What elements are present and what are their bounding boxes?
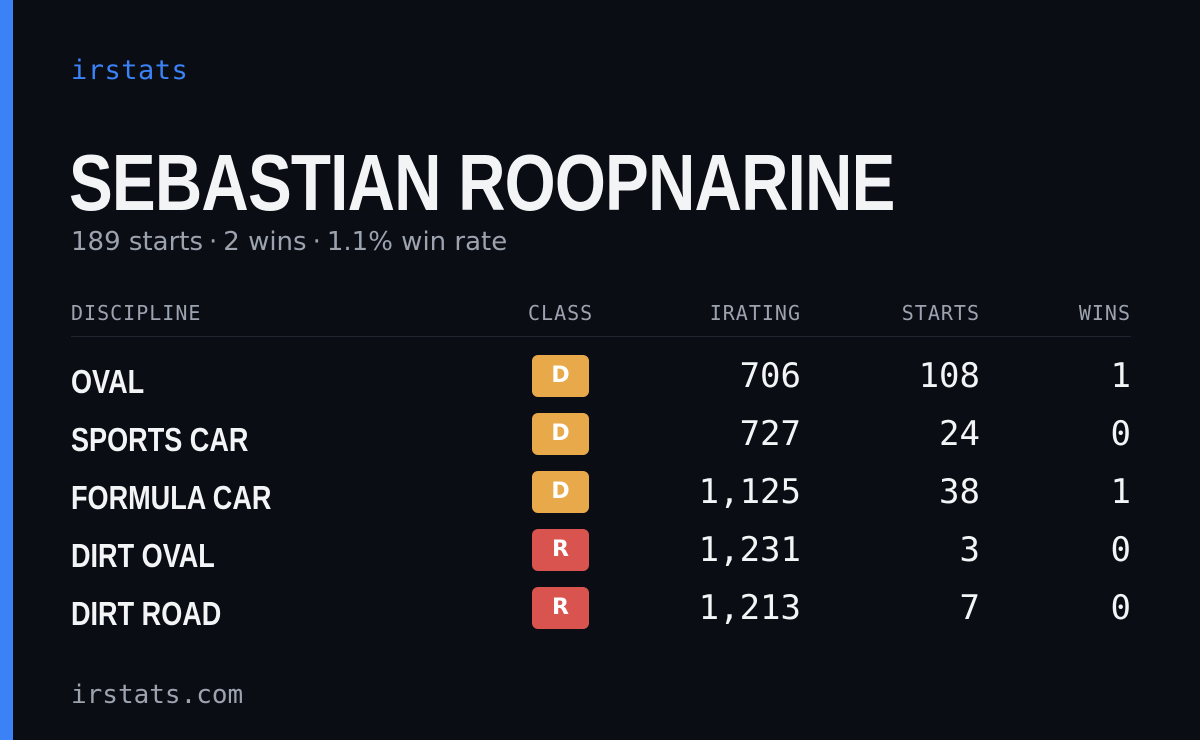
starts-value: 108 — [918, 356, 980, 396]
starts-summary: 189 starts — [71, 227, 203, 257]
class-badge: D — [532, 471, 589, 513]
class-badge: D — [532, 355, 589, 397]
discipline-name: SPORTS CAR — [71, 421, 249, 458]
table-row: DIRT OVAL R 1,231 3 0 — [71, 527, 1131, 585]
player-summary: 189 starts · 2 wins · 1.1% win rate — [71, 227, 507, 257]
table-header: DISCIPLINE CLASS IRATING STARTS WINS — [71, 296, 1131, 337]
wins-value: 1 — [1110, 472, 1131, 512]
separator-dot: · — [312, 227, 321, 257]
starts-value: 24 — [939, 414, 980, 454]
discipline-name: DIRT OVAL — [71, 537, 215, 574]
irating-value: 1,125 — [698, 472, 801, 512]
win-rate-summary: 1.1% win rate — [326, 227, 508, 257]
table-row: OVAL D 706 108 1 — [71, 353, 1131, 411]
player-name: SEBASTIAN ROOPNARINE — [69, 138, 895, 227]
discipline-name: DIRT ROAD — [71, 595, 222, 632]
table-row: DIRT ROAD R 1,213 7 0 — [71, 585, 1131, 643]
table-body: OVAL D 706 108 1 SPORTS CAR D 727 24 0 F… — [71, 353, 1131, 643]
brand-logo: irstats — [71, 55, 189, 86]
irating-value: 706 — [739, 356, 801, 396]
class-badge: D — [532, 413, 589, 455]
table-row: FORMULA CAR D 1,125 38 1 — [71, 469, 1131, 527]
header-discipline: DISCIPLINE — [71, 301, 202, 325]
separator-dot: · — [209, 227, 218, 257]
table-row: SPORTS CAR D 727 24 0 — [71, 411, 1131, 469]
stats-table: DISCIPLINE CLASS IRATING STARTS WINS OVA… — [71, 296, 1131, 643]
accent-bar — [0, 0, 13, 740]
header-irating: IRATING — [709, 301, 801, 325]
class-badge: R — [532, 529, 589, 571]
starts-value: 7 — [959, 588, 980, 628]
starts-value: 38 — [939, 472, 980, 512]
footer-url: irstats.com — [71, 680, 244, 710]
wins-value: 1 — [1110, 356, 1131, 396]
irating-value: 1,213 — [698, 588, 801, 628]
class-badge: R — [532, 587, 589, 629]
discipline-name: OVAL — [71, 363, 145, 400]
header-class: CLASS — [528, 301, 594, 325]
header-starts: STARTS — [901, 301, 980, 325]
wins-value: 0 — [1110, 588, 1131, 628]
wins-value: 0 — [1110, 414, 1131, 454]
irating-value: 1,231 — [698, 530, 801, 570]
irating-value: 727 — [739, 414, 801, 454]
wins-value: 0 — [1110, 530, 1131, 570]
discipline-name: FORMULA CAR — [71, 479, 272, 516]
starts-value: 3 — [959, 530, 980, 570]
header-wins: WINS — [1078, 301, 1131, 325]
wins-summary: 2 wins — [223, 227, 307, 257]
